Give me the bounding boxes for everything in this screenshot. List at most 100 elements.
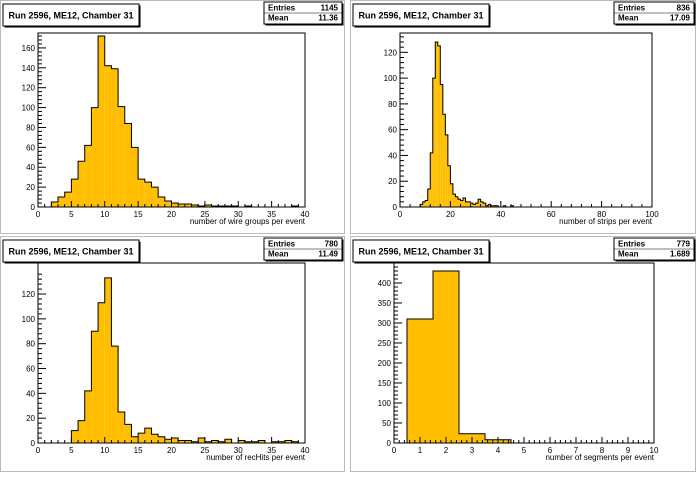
pad-border xyxy=(350,0,696,234)
x-tick-label: 8 xyxy=(600,446,605,455)
histogram-bar xyxy=(84,390,92,443)
x-tick-label: 30 xyxy=(234,446,243,455)
histogram-bar xyxy=(420,204,423,207)
histogram-bar xyxy=(171,203,179,207)
histogram-bar xyxy=(435,42,438,208)
histogram-bar xyxy=(442,114,446,207)
y-tick-label: 80 xyxy=(26,123,35,132)
histogram-bar xyxy=(425,200,428,207)
title-box xyxy=(2,3,140,27)
histogram-bar xyxy=(204,441,212,443)
x-tick-label: 15 xyxy=(134,446,143,455)
histogram-bar xyxy=(111,68,119,208)
y-axis: 0 20 40 60 80 100 120 xyxy=(384,36,408,212)
histogram-bar xyxy=(191,441,199,443)
histogram-bar xyxy=(460,200,463,207)
histogram-bar xyxy=(178,440,185,443)
chart-title: Run 2596, ME12, Chamber 31 xyxy=(358,11,483,21)
x-tick-label: 10 xyxy=(100,446,109,455)
y-tick-label: 0 xyxy=(387,439,392,448)
stats-entries-value: 1145 xyxy=(321,4,339,13)
histogram-bar xyxy=(104,65,112,207)
stats-mean-label: Mean xyxy=(268,250,289,259)
histogram-bar xyxy=(422,201,426,207)
y-tick-label: 140 xyxy=(22,64,36,73)
y-tick-label: 100 xyxy=(384,74,398,83)
x-tick-label: 9 xyxy=(626,446,631,455)
stats-entries-label: Entries xyxy=(618,240,646,249)
y-axis: 0 50 100 150 200 250 300 350 400 xyxy=(378,266,402,448)
y-tick-label: 60 xyxy=(388,126,397,135)
histogram-outline xyxy=(419,41,514,208)
x-tick-label: 5 xyxy=(69,446,74,455)
y-tick-label: 0 xyxy=(31,439,36,448)
stats-entries-label: Entries xyxy=(268,240,296,249)
histogram-bar xyxy=(151,434,159,443)
pad-border xyxy=(0,236,345,472)
y-tick-label: 100 xyxy=(378,399,392,408)
histogram-bar xyxy=(224,439,232,443)
histogram-bar xyxy=(510,205,514,207)
stats-mean-label: Mean xyxy=(618,14,639,23)
histogram-bar xyxy=(151,187,159,207)
stats-mean-value: 11.36 xyxy=(318,14,338,23)
histogram-bar xyxy=(164,439,172,443)
histogram-bar xyxy=(51,202,59,207)
histogram-bar xyxy=(291,441,299,443)
histogram-bar xyxy=(124,123,132,207)
y-tick-label: 80 xyxy=(26,340,35,349)
y-tick-label: 60 xyxy=(26,143,35,152)
histogram-bar xyxy=(124,424,132,443)
stats-mean-value: 17.09 xyxy=(670,14,691,23)
histogram-bar xyxy=(158,436,165,443)
histogram-segments: 0 1 2 3 4 5 6 7 8 9 10050100150200250300350400numb… xyxy=(350,236,696,472)
y-tick-label: 120 xyxy=(22,84,36,93)
y-axis: 0 20 40 60 80 100 120 140 160 xyxy=(22,35,46,212)
stats-mean-value: 11.49 xyxy=(318,250,338,259)
histogram-bar xyxy=(118,411,125,443)
histogram-bars xyxy=(407,271,511,443)
x-axis-label: number of wire groups per event xyxy=(190,217,306,226)
histogram-bar xyxy=(457,199,461,207)
y-tick-label: 20 xyxy=(26,414,35,423)
y-axis: 0 20 40 60 80 100 120 xyxy=(22,273,46,448)
histogram-bar xyxy=(473,204,476,207)
title-box xyxy=(352,3,490,27)
x-axis-label: number of recHits per event xyxy=(206,453,305,462)
y-tick-label: 350 xyxy=(378,299,392,308)
x-tick-label: 10 xyxy=(100,210,109,219)
histogram-bar xyxy=(437,45,441,208)
plot-frame xyxy=(399,32,653,208)
y-tick-label: 60 xyxy=(26,365,35,374)
histogram-bars xyxy=(420,42,514,208)
histogram-bar xyxy=(58,197,65,207)
histogram-bar xyxy=(258,440,265,443)
histogram-bar xyxy=(131,147,139,207)
histogram-bar xyxy=(468,201,471,207)
histogram-pad-segments: 0 1 2 3 4 5 6 7 8 9 10 0 50 100 150 200 250 300 350 400 numb… xyxy=(350,236,696,472)
y-tick-label: 20 xyxy=(26,183,35,192)
histogram-bars xyxy=(71,277,299,443)
x-axis: 0 5 10 15 20 25 30 35 40 xyxy=(36,201,310,219)
x-tick-label: 5 xyxy=(522,446,527,455)
histogram-bar xyxy=(251,441,259,443)
histogram-bar xyxy=(184,440,192,443)
histogram-bar xyxy=(278,441,285,443)
histogram-bar xyxy=(138,433,145,443)
x-tick-label: 20 xyxy=(446,210,455,219)
histogram-bar xyxy=(78,420,85,443)
histogram-bar xyxy=(503,205,506,207)
x-tick-label: 0 xyxy=(36,446,41,455)
x-tick-label: 1 xyxy=(418,446,423,455)
x-tick-label: 25 xyxy=(200,210,209,219)
histogram-bar xyxy=(111,346,119,443)
histogram-bar xyxy=(178,204,185,207)
y-tick-label: 40 xyxy=(388,151,397,160)
histogram-bar xyxy=(485,205,489,207)
y-tick-label: 150 xyxy=(378,379,392,388)
stats-entries-value: 780 xyxy=(325,240,339,249)
histogram-bar xyxy=(184,204,192,207)
y-tick-label: 200 xyxy=(378,359,392,368)
x-tick-label: 3 xyxy=(470,446,475,455)
x-tick-label: 25 xyxy=(200,446,209,455)
